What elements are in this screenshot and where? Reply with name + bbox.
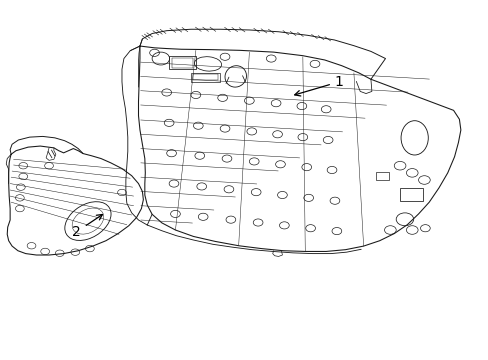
Bar bbox=[171, 58, 193, 68]
Bar bbox=[375, 172, 388, 180]
Bar bbox=[399, 188, 423, 202]
Bar bbox=[191, 73, 220, 82]
Text: 1: 1 bbox=[294, 75, 343, 96]
Text: 2: 2 bbox=[72, 215, 102, 239]
Bar bbox=[169, 56, 196, 69]
Bar bbox=[193, 74, 217, 80]
